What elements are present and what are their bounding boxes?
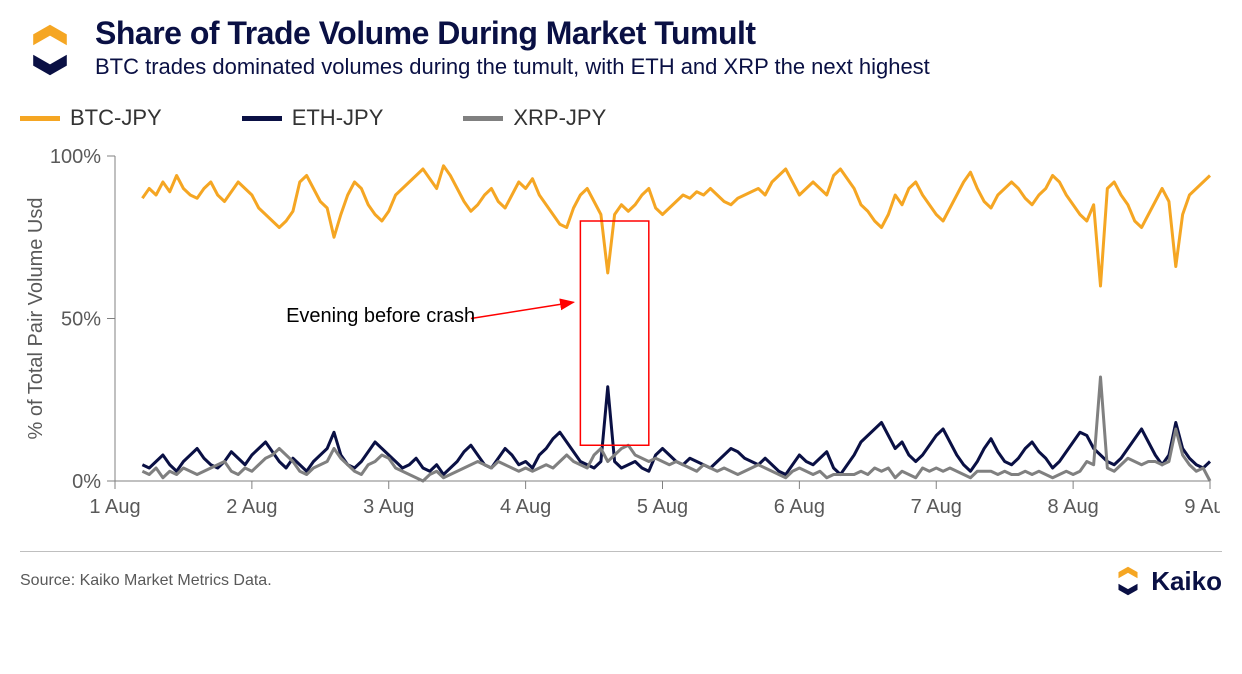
legend-swatch xyxy=(20,116,60,121)
legend-swatch xyxy=(242,116,282,121)
legend-label: ETH-JPY xyxy=(292,105,384,131)
svg-text:100%: 100% xyxy=(50,146,101,168)
chart-subtitle: BTC trades dominated volumes during the … xyxy=(95,54,1222,80)
svg-text:6 Aug: 6 Aug xyxy=(774,496,825,518)
svg-text:3 Aug: 3 Aug xyxy=(363,496,414,518)
legend-label: BTC-JPY xyxy=(70,105,162,131)
source-text: Source: Kaiko Market Metrics Data. xyxy=(20,572,272,590)
legend-label: XRP-JPY xyxy=(513,105,606,131)
svg-text:0%: 0% xyxy=(72,471,101,493)
kaiko-logo-icon xyxy=(20,20,80,80)
svg-text:8 Aug: 8 Aug xyxy=(1048,496,1099,518)
svg-text:1 Aug: 1 Aug xyxy=(89,496,140,518)
svg-text:% of Total Pair Volume Usd: % of Total Pair Volume Usd xyxy=(25,198,47,440)
legend-swatch xyxy=(463,116,503,121)
legend-item-xrp: XRP-JPY xyxy=(463,105,606,131)
svg-text:5 Aug: 5 Aug xyxy=(637,496,688,518)
chart-title: Share of Trade Volume During Market Tumu… xyxy=(95,15,1222,52)
svg-text:7 Aug: 7 Aug xyxy=(911,496,962,518)
kaiko-logo-icon xyxy=(1111,564,1145,598)
footer-brand: Kaiko xyxy=(1151,566,1222,597)
footer: Source: Kaiko Market Metrics Data. Kaiko xyxy=(20,551,1222,598)
svg-text:Evening before crash: Evening before crash xyxy=(286,305,475,327)
svg-text:9 Aug: 9 Aug xyxy=(1184,496,1220,518)
footer-logo: Kaiko xyxy=(1111,564,1222,598)
chart-area: 0% 50% 100% % of Total Pair Volume Usd 1 Aug… xyxy=(10,136,1232,551)
line-chart: 0% 50% 100% % of Total Pair Volume Usd 1 Aug… xyxy=(20,136,1220,551)
svg-text:2 Aug: 2 Aug xyxy=(226,496,277,518)
legend-item-eth: ETH-JPY xyxy=(242,105,384,131)
header: Share of Trade Volume During Market Tumu… xyxy=(10,15,1232,90)
svg-text:50%: 50% xyxy=(61,309,101,331)
svg-text:4 Aug: 4 Aug xyxy=(500,496,551,518)
legend: BTC-JPY ETH-JPY XRP-JPY xyxy=(10,90,1232,136)
legend-item-btc: BTC-JPY xyxy=(20,105,162,131)
